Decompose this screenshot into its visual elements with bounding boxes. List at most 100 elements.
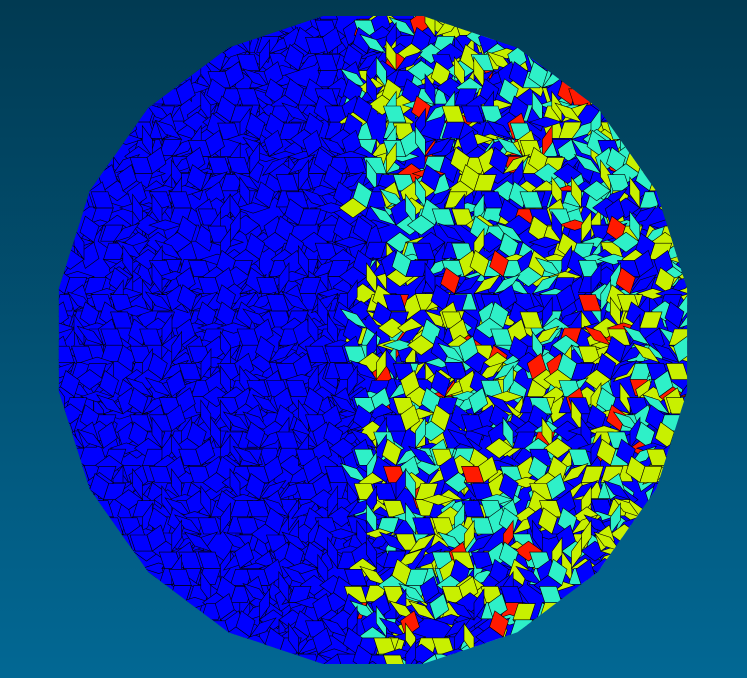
rhombus-tile bbox=[376, 347, 387, 381]
rhombus-tile bbox=[381, 438, 402, 466]
rhombus-tile bbox=[232, 445, 261, 466]
rhombus-tile bbox=[611, 231, 641, 253]
rhombus-tile bbox=[161, 313, 173, 347]
rhombus-tile bbox=[263, 61, 284, 89]
rhombus-tile bbox=[197, 517, 221, 535]
rhombus-tile bbox=[454, 622, 465, 656]
rhombus-tile bbox=[168, 191, 192, 209]
rhombus-tile bbox=[453, 56, 465, 89]
rhombus-tile bbox=[414, 124, 426, 158]
rhombus-tile bbox=[629, 274, 657, 295]
rhombus-tile bbox=[344, 568, 368, 586]
rhombus-tile bbox=[314, 16, 338, 20]
rhombus-tile bbox=[531, 90, 543, 124]
rhombus-tile bbox=[556, 490, 576, 518]
rhombus-tile bbox=[151, 193, 163, 227]
rhombus-tile bbox=[151, 262, 163, 295]
rhombus-tile bbox=[412, 242, 436, 260]
rhombus-tile bbox=[580, 416, 592, 450]
rhombus-tile bbox=[541, 416, 553, 450]
rhombus-tile bbox=[556, 284, 576, 312]
rhombus-tile bbox=[232, 171, 261, 192]
rhombus-tile bbox=[115, 239, 144, 260]
rhombus-tile bbox=[249, 141, 261, 175]
rhombus-tile bbox=[531, 274, 560, 295]
rhombus-tile bbox=[366, 262, 377, 295]
rhombus-tile bbox=[635, 288, 670, 300]
rhombus-tile bbox=[447, 600, 475, 621]
rhombus-tile bbox=[531, 519, 543, 553]
rhombus-tile bbox=[665, 363, 688, 380]
rhombus-tile bbox=[245, 112, 266, 140]
rhombus-tile bbox=[551, 210, 563, 244]
rhombus-tile bbox=[430, 370, 451, 398]
rhombus-tile bbox=[168, 568, 192, 586]
rhombus-tile bbox=[473, 274, 501, 295]
rhombus-tile bbox=[281, 102, 310, 123]
rhombus-tile bbox=[58, 322, 76, 334]
rhombus-tile bbox=[489, 146, 509, 175]
rhombus-tile bbox=[373, 483, 397, 500]
rhombus-tile bbox=[298, 208, 322, 226]
rhombus-tile bbox=[437, 342, 466, 363]
rhombus-tile bbox=[100, 328, 124, 346]
rhombus-tile bbox=[303, 112, 324, 140]
rhombus-tile bbox=[200, 570, 212, 604]
rhombus-tile bbox=[224, 61, 245, 89]
rhombus-tile bbox=[586, 404, 607, 432]
rhombus-tile bbox=[234, 541, 255, 569]
rhombus-tile bbox=[99, 370, 119, 398]
rhombus-tile bbox=[281, 291, 310, 312]
rhombus-tile bbox=[263, 558, 284, 586]
rhombus-tile bbox=[500, 586, 524, 603]
rhombus-tile bbox=[541, 124, 553, 158]
rhombus-tile bbox=[249, 617, 277, 638]
rhombus-tile bbox=[297, 244, 309, 278]
rhombus-tile bbox=[596, 352, 617, 380]
rhombus-tile bbox=[398, 583, 427, 604]
rhombus-tile bbox=[239, 176, 251, 209]
rhombus-tile bbox=[175, 78, 196, 106]
rhombus-tile bbox=[678, 308, 688, 329]
rhombus-tile bbox=[634, 249, 654, 278]
rhombus-tile bbox=[632, 342, 661, 363]
rhombus-tile bbox=[352, 215, 373, 243]
rhombus-tile bbox=[651, 342, 680, 363]
rhombus-tile bbox=[142, 124, 153, 158]
rhombus-tile bbox=[604, 198, 625, 226]
rhombus-tile bbox=[245, 421, 266, 449]
rhombus-tile bbox=[349, 359, 378, 381]
rhombus-tile bbox=[603, 480, 631, 501]
rhombus-tile bbox=[359, 33, 388, 55]
rhombus-tile bbox=[292, 352, 313, 380]
rhombus-tile bbox=[479, 78, 500, 106]
rhombus-tile bbox=[484, 437, 514, 459]
rhombus-tile bbox=[346, 364, 358, 398]
rhombus-tile bbox=[430, 404, 451, 432]
rhombus-tile bbox=[275, 174, 299, 192]
rhombus-tile bbox=[507, 318, 528, 346]
rhombus-tile bbox=[612, 497, 641, 518]
rhombus-tile bbox=[144, 377, 173, 398]
rhombus-tile bbox=[378, 531, 407, 552]
rhombus-tile bbox=[342, 318, 363, 346]
rhombus-tile bbox=[502, 154, 531, 175]
rhombus-tile bbox=[444, 617, 472, 638]
rhombus-tile bbox=[174, 514, 202, 535]
rhombus-tile bbox=[178, 363, 202, 380]
rhombus-tile bbox=[96, 394, 124, 415]
rhombus-tile bbox=[528, 61, 548, 89]
rhombus-tile bbox=[497, 284, 518, 312]
rhombus-tile bbox=[664, 301, 685, 329]
rhombus-tile bbox=[578, 345, 602, 363]
rhombus-tile bbox=[263, 129, 284, 157]
rhombus-tile bbox=[421, 494, 456, 506]
rhombus-tile bbox=[108, 267, 129, 295]
rhombus-tile bbox=[395, 467, 407, 501]
rhombus-tile bbox=[463, 519, 475, 553]
rhombus-tile bbox=[382, 339, 417, 351]
rhombus-tile bbox=[132, 193, 143, 227]
rhombus-tile bbox=[609, 296, 621, 329]
